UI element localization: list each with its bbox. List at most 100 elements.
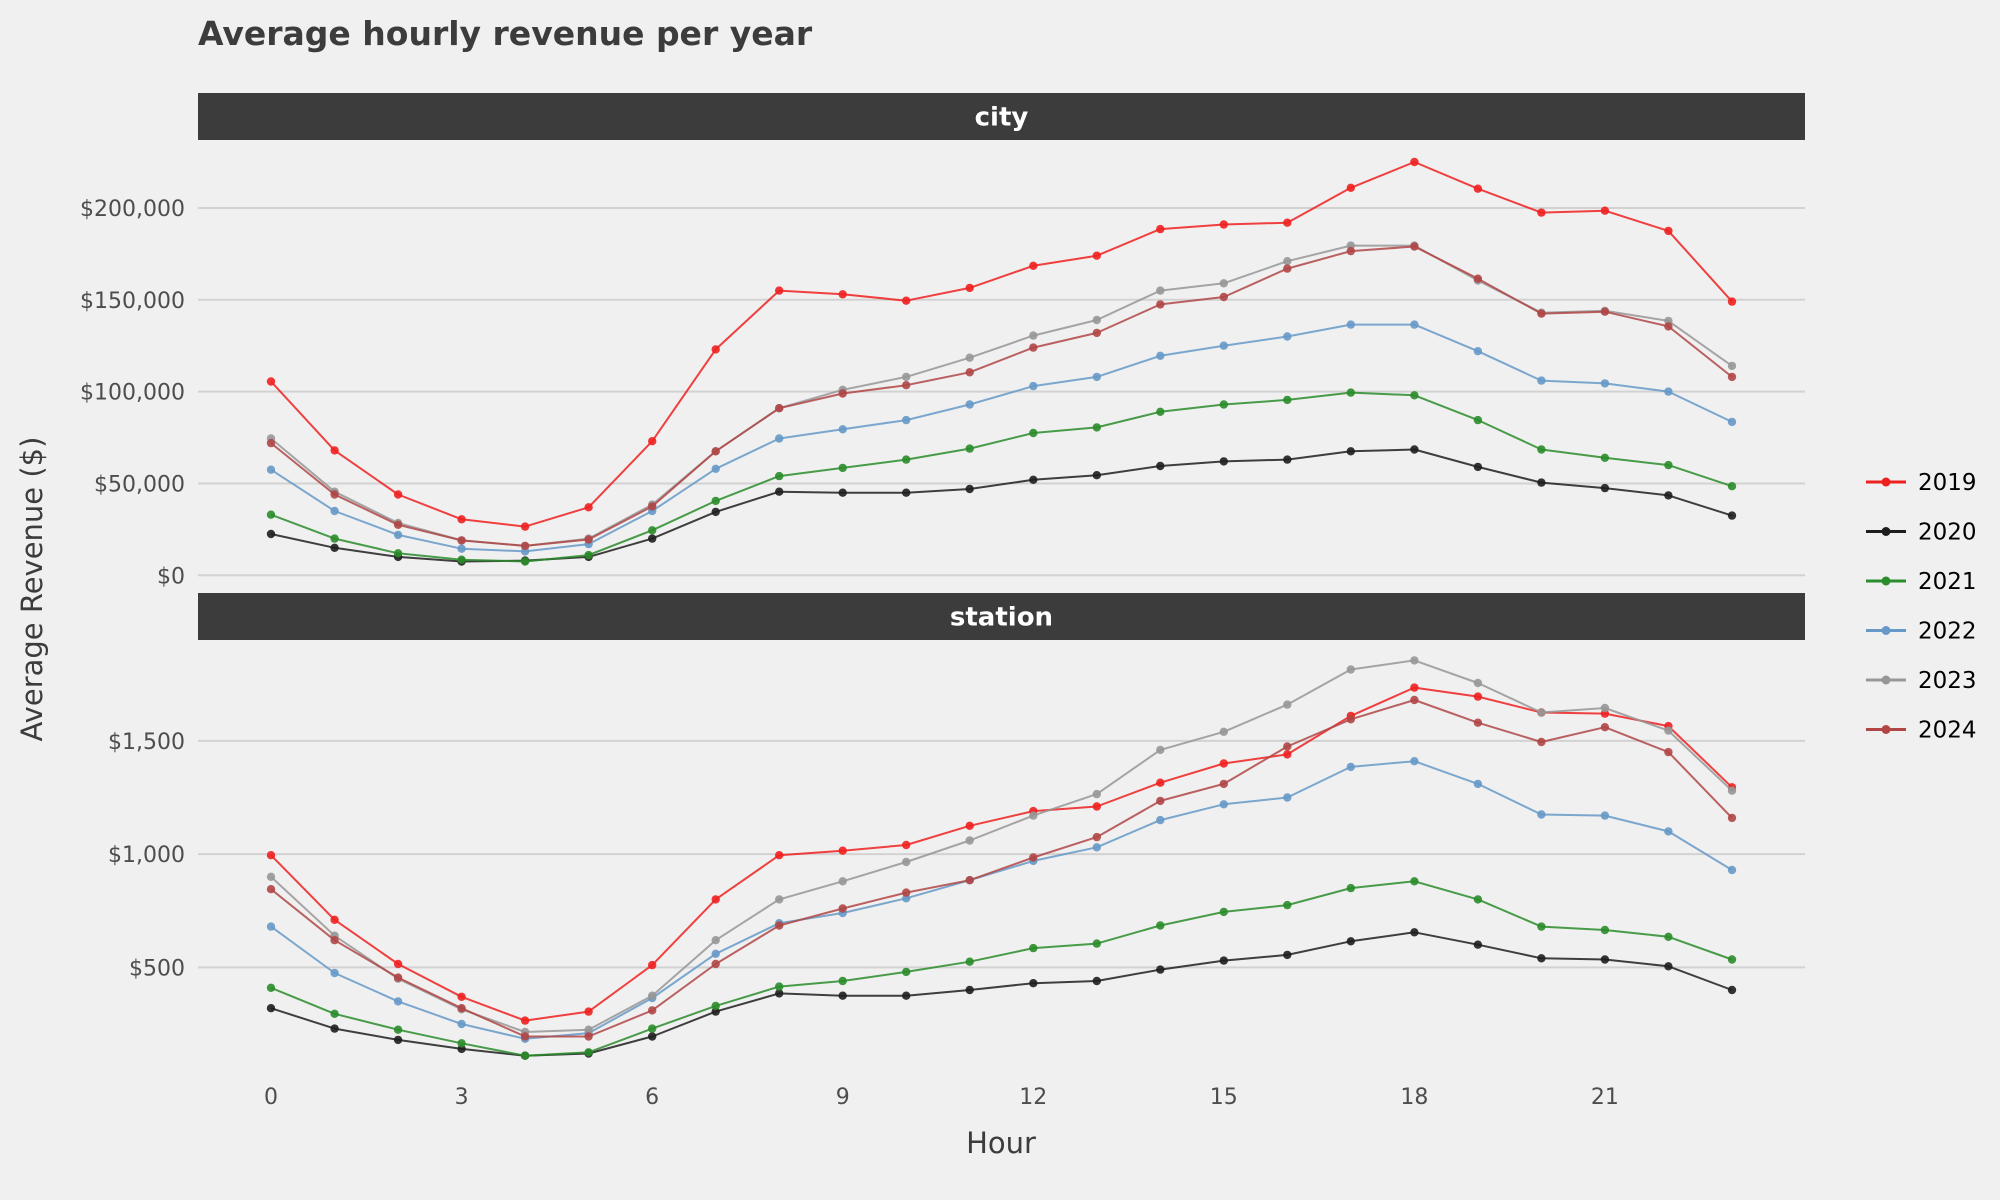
data-point xyxy=(965,400,974,409)
data-point xyxy=(648,1024,657,1033)
data-point xyxy=(1346,762,1356,772)
x-tick-label: 3 xyxy=(455,1085,469,1110)
data-point xyxy=(330,446,339,455)
data-point xyxy=(1600,206,1610,215)
data-point xyxy=(1219,279,1229,288)
data-point xyxy=(965,876,974,885)
data-point xyxy=(648,960,657,970)
data-point xyxy=(1537,810,1546,819)
data-point xyxy=(330,936,339,945)
data-point xyxy=(1219,220,1229,229)
x-tick-label: 18 xyxy=(1400,1085,1428,1110)
data-point xyxy=(711,895,720,904)
series-line xyxy=(270,686,1733,1022)
data-point xyxy=(266,922,276,931)
legend-label: 2022 xyxy=(1918,619,1977,645)
data-point xyxy=(393,959,403,969)
data-point xyxy=(965,444,974,453)
data-point xyxy=(520,557,530,566)
data-point xyxy=(266,465,276,474)
data-point xyxy=(965,957,974,966)
data-point xyxy=(711,936,720,945)
data-point xyxy=(1092,802,1102,811)
series-line xyxy=(270,699,1733,1038)
data-point xyxy=(1283,793,1292,802)
data-point xyxy=(1283,455,1292,464)
data-point xyxy=(838,290,847,299)
data-point xyxy=(1283,950,1292,960)
data-point xyxy=(1029,811,1038,820)
y-axis-title: Average Revenue ($) xyxy=(15,437,49,742)
data-point xyxy=(266,983,276,992)
data-point xyxy=(775,471,784,481)
data-point xyxy=(1092,315,1102,325)
data-point xyxy=(584,535,593,544)
data-point xyxy=(1664,460,1673,470)
data-point xyxy=(1283,395,1292,405)
data-point xyxy=(1219,341,1229,350)
data-point xyxy=(1283,257,1292,266)
data-point xyxy=(1219,907,1229,917)
y-tick-label: $50,000 xyxy=(94,472,185,497)
data-point xyxy=(457,1019,466,1029)
data-point xyxy=(838,904,847,913)
facet-strip-label: city xyxy=(975,103,1029,133)
data-point xyxy=(711,507,720,517)
data-point xyxy=(1727,361,1737,371)
y-tick-label: $500 xyxy=(129,956,185,981)
data-point xyxy=(1029,475,1038,484)
data-point xyxy=(1092,789,1102,799)
data-point xyxy=(1664,726,1673,735)
data-point xyxy=(902,888,911,897)
series-line xyxy=(270,880,1733,1057)
data-point xyxy=(1219,759,1229,768)
data-point xyxy=(266,885,276,894)
y-tick-label: $150,000 xyxy=(80,289,185,314)
data-point xyxy=(1219,779,1229,789)
data-point xyxy=(1537,954,1546,963)
data-point xyxy=(1410,757,1419,766)
x-tick-label: 6 xyxy=(645,1085,659,1110)
series-line xyxy=(270,161,1733,528)
series-2024 xyxy=(266,695,1737,1041)
series-2020 xyxy=(266,928,1737,1060)
legend-item: 2022 xyxy=(1866,619,1977,645)
data-point xyxy=(1156,745,1165,755)
data-point xyxy=(1156,796,1165,806)
data-point xyxy=(1219,400,1229,409)
data-point xyxy=(1029,943,1038,953)
data-point xyxy=(266,510,276,519)
series-line xyxy=(270,245,1733,547)
data-point xyxy=(1346,883,1356,893)
data-point xyxy=(1410,157,1419,167)
data-point xyxy=(965,353,974,362)
series-line xyxy=(270,323,1733,553)
data-point xyxy=(648,1032,657,1041)
data-point xyxy=(393,549,403,558)
data-point xyxy=(1092,251,1102,260)
series-line xyxy=(270,391,1733,563)
data-point xyxy=(1537,922,1546,931)
data-point xyxy=(1283,264,1292,273)
data-point xyxy=(1410,391,1419,400)
data-point xyxy=(1537,376,1546,385)
legend-item: 2020 xyxy=(1866,520,1977,546)
data-point xyxy=(1410,242,1419,251)
data-point xyxy=(1283,750,1292,759)
data-point xyxy=(711,345,720,354)
legend-item: 2021 xyxy=(1866,569,1977,595)
data-point xyxy=(1727,786,1737,795)
y-tick-label: $1,500 xyxy=(108,730,185,755)
data-point xyxy=(1092,976,1102,986)
data-point xyxy=(1537,208,1546,217)
data-point xyxy=(266,851,276,860)
data-point xyxy=(330,534,339,543)
data-point xyxy=(1664,322,1673,331)
x-axis: 0 3 6 9 12 15 18 21 xyxy=(264,1085,1619,1110)
series-2019 xyxy=(266,157,1737,531)
data-point xyxy=(1156,778,1165,787)
data-point xyxy=(584,1048,593,1057)
data-point xyxy=(1664,932,1673,941)
data-point xyxy=(1092,843,1102,852)
data-point xyxy=(330,1009,339,1018)
